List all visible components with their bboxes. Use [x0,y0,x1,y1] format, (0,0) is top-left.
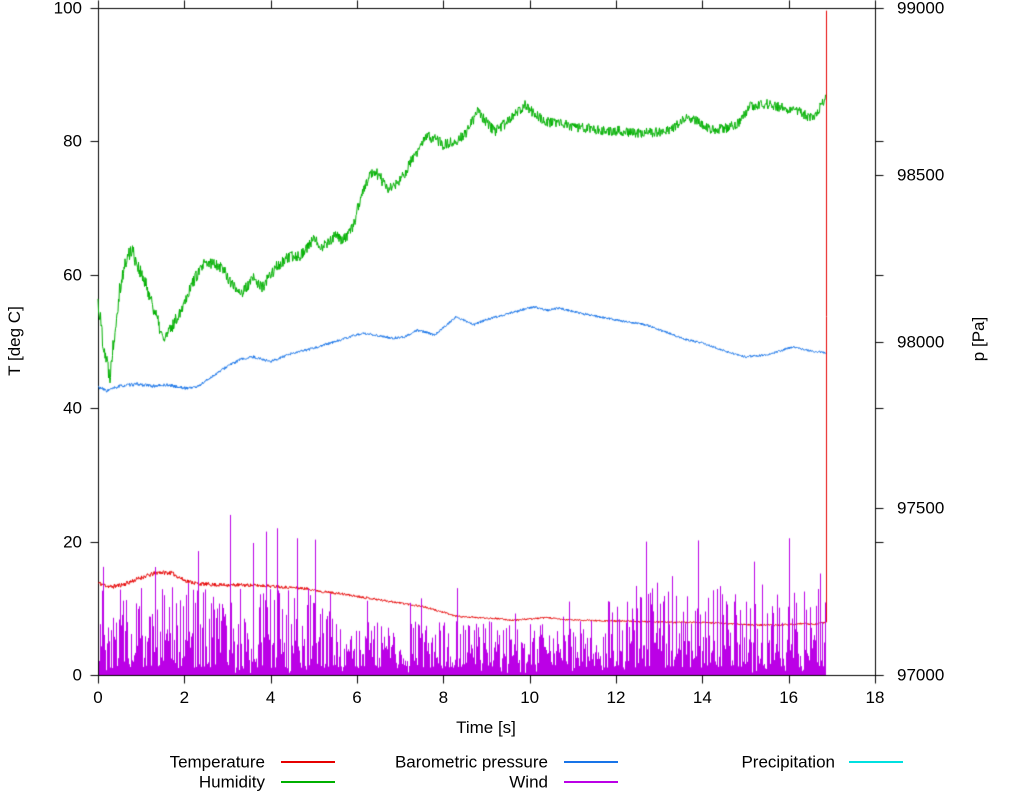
legend-label-precipitation: Precipitation [741,752,835,772]
x-tick-label: 2 [179,688,190,707]
x-tick-label: 10 [520,688,540,707]
legend-label-wind: Wind [509,772,548,792]
y2-axis-title: p [Pa] [969,316,988,362]
y-tick-label: 100 [53,0,82,18]
legend-label-temperature: Temperature [169,752,265,772]
y-tick-label: 80 [63,131,82,151]
legend-label-barometric-pressure: Barometric pressure [394,752,548,772]
y2-tick-label: 98500 [897,165,945,185]
y2-tick-label: 97000 [897,665,945,685]
x-tick-label: 8 [438,688,449,707]
y2-tick-label: 98000 [897,332,945,351]
legend-line-wind [564,781,618,783]
y-tick-label: 0 [72,665,82,685]
y2-tick-label: 99000 [897,0,945,18]
legend-line-precipitation [849,761,903,763]
y-axis-title: T [deg C] [5,306,24,376]
legend-line-barometric-pressure [564,761,618,763]
y2-tick-label: 97500 [897,498,945,518]
legend-line-temperature [281,761,335,763]
x-tick-label: 18 [865,688,885,707]
legend-label-humidity: Humidity [198,772,265,792]
x-tick-label: 16 [779,688,799,707]
x-tick-label: 0 [93,688,103,707]
y-tick-label: 60 [63,265,82,285]
x-axis-title: Time [s] [456,718,516,737]
legend-line-humidity [281,781,335,783]
y-tick-label: 40 [63,398,82,418]
x-tick-label: 14 [692,688,712,707]
x-tick-label: 6 [352,688,362,707]
x-tick-label: 4 [265,688,276,707]
x-tick-label: 12 [606,688,626,707]
y-tick-label: 20 [63,532,82,552]
